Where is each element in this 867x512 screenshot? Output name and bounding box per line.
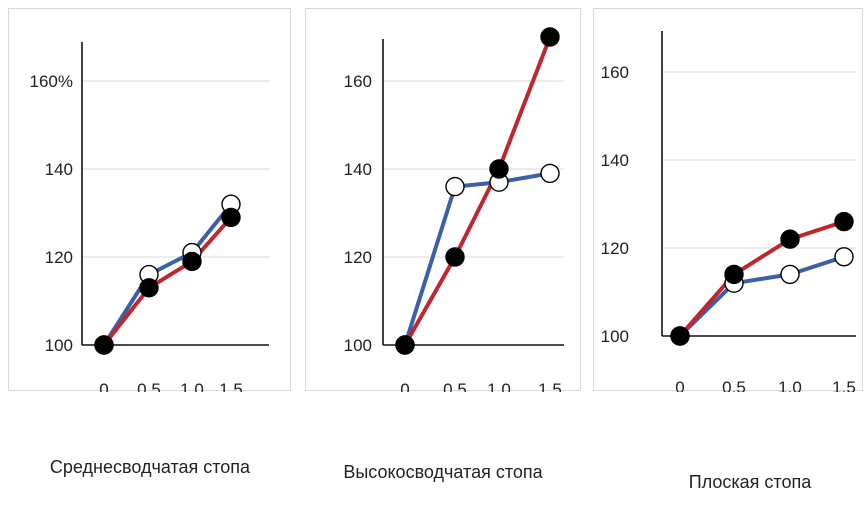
y-tick-label: 160% (30, 72, 73, 91)
filled-marker (445, 247, 465, 267)
filled-marker (780, 229, 800, 249)
series-line-1 (102, 202, 233, 347)
x-tick-label: 0 (675, 378, 684, 392)
y-tick-label: 120 (45, 248, 73, 267)
series-line-2 (403, 36, 552, 346)
y-tick-label: 100 (45, 336, 73, 355)
filled-marker (395, 335, 415, 355)
y-tick-label: 100 (601, 327, 629, 346)
x-tick-label: 1,0 (180, 380, 204, 392)
series-line-1 (403, 171, 551, 346)
x-tick-label: 0 (99, 380, 108, 392)
y-tick-label: 140 (601, 151, 629, 170)
filled-marker (724, 264, 744, 285)
y-tick-label: 120 (344, 248, 372, 267)
chart-caption-3: Плоская стопа (688, 472, 812, 492)
open-marker (445, 176, 465, 197)
x-tick-label: 0,5 (137, 380, 161, 392)
filled-marker (94, 335, 114, 355)
x-tick-label: 1,5 (538, 380, 562, 392)
open-marker (540, 163, 560, 184)
x-tick-label: 1,0 (487, 380, 511, 392)
y-tick-label: 100 (344, 336, 372, 355)
y-tick-label: 140 (344, 160, 372, 179)
x-tick-label: 0,5 (722, 378, 746, 392)
chart-caption-1: Среднесводчатая стопа (49, 457, 251, 477)
filled-marker (489, 159, 509, 179)
x-tick-label: 0 (400, 380, 409, 392)
y-tick-label: 160 (601, 63, 629, 82)
filled-marker (670, 326, 690, 346)
x-tick-label: 0,5 (443, 380, 467, 392)
open-marker (780, 264, 800, 285)
x-tick-label: 1,0 (778, 378, 802, 392)
filled-marker (139, 278, 159, 298)
filled-marker (540, 27, 560, 47)
series-line-2 (102, 216, 233, 347)
x-tick-label: 1,5 (219, 380, 243, 392)
y-tick-label: 140 (45, 160, 73, 179)
x-tick-label: 1,5 (832, 378, 856, 392)
filled-marker (182, 251, 202, 272)
series-line-2 (678, 219, 845, 338)
y-tick-label: 120 (601, 239, 629, 258)
y-tick-label: 160 (344, 72, 372, 91)
chart-caption-2: Высокосводчатая стопа (343, 462, 543, 482)
filled-marker (221, 207, 241, 228)
series-line-1 (678, 254, 845, 338)
filled-marker (834, 211, 854, 232)
open-marker (834, 247, 854, 267)
